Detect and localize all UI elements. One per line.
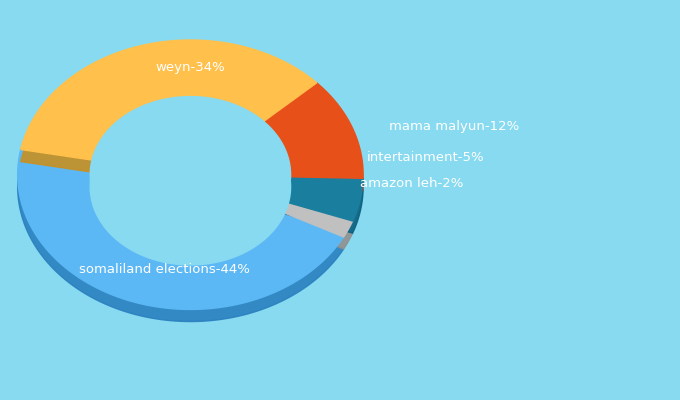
Text: amazon leh-2%: amazon leh-2% <box>360 177 463 190</box>
Text: weyn-34%: weyn-34% <box>156 61 225 74</box>
Polygon shape <box>90 96 290 253</box>
Polygon shape <box>20 52 317 172</box>
Polygon shape <box>264 95 363 190</box>
Polygon shape <box>18 150 343 310</box>
Polygon shape <box>20 40 317 160</box>
Polygon shape <box>284 189 363 233</box>
Text: intertainment-5%: intertainment-5% <box>367 151 484 164</box>
Polygon shape <box>90 109 290 265</box>
Polygon shape <box>279 214 353 249</box>
Text: somaliland elections-44%: somaliland elections-44% <box>79 263 250 276</box>
Polygon shape <box>264 83 363 178</box>
Polygon shape <box>284 177 363 221</box>
Text: mama malyun-12%: mama malyun-12% <box>389 120 520 133</box>
Polygon shape <box>279 202 353 237</box>
Polygon shape <box>18 162 343 322</box>
